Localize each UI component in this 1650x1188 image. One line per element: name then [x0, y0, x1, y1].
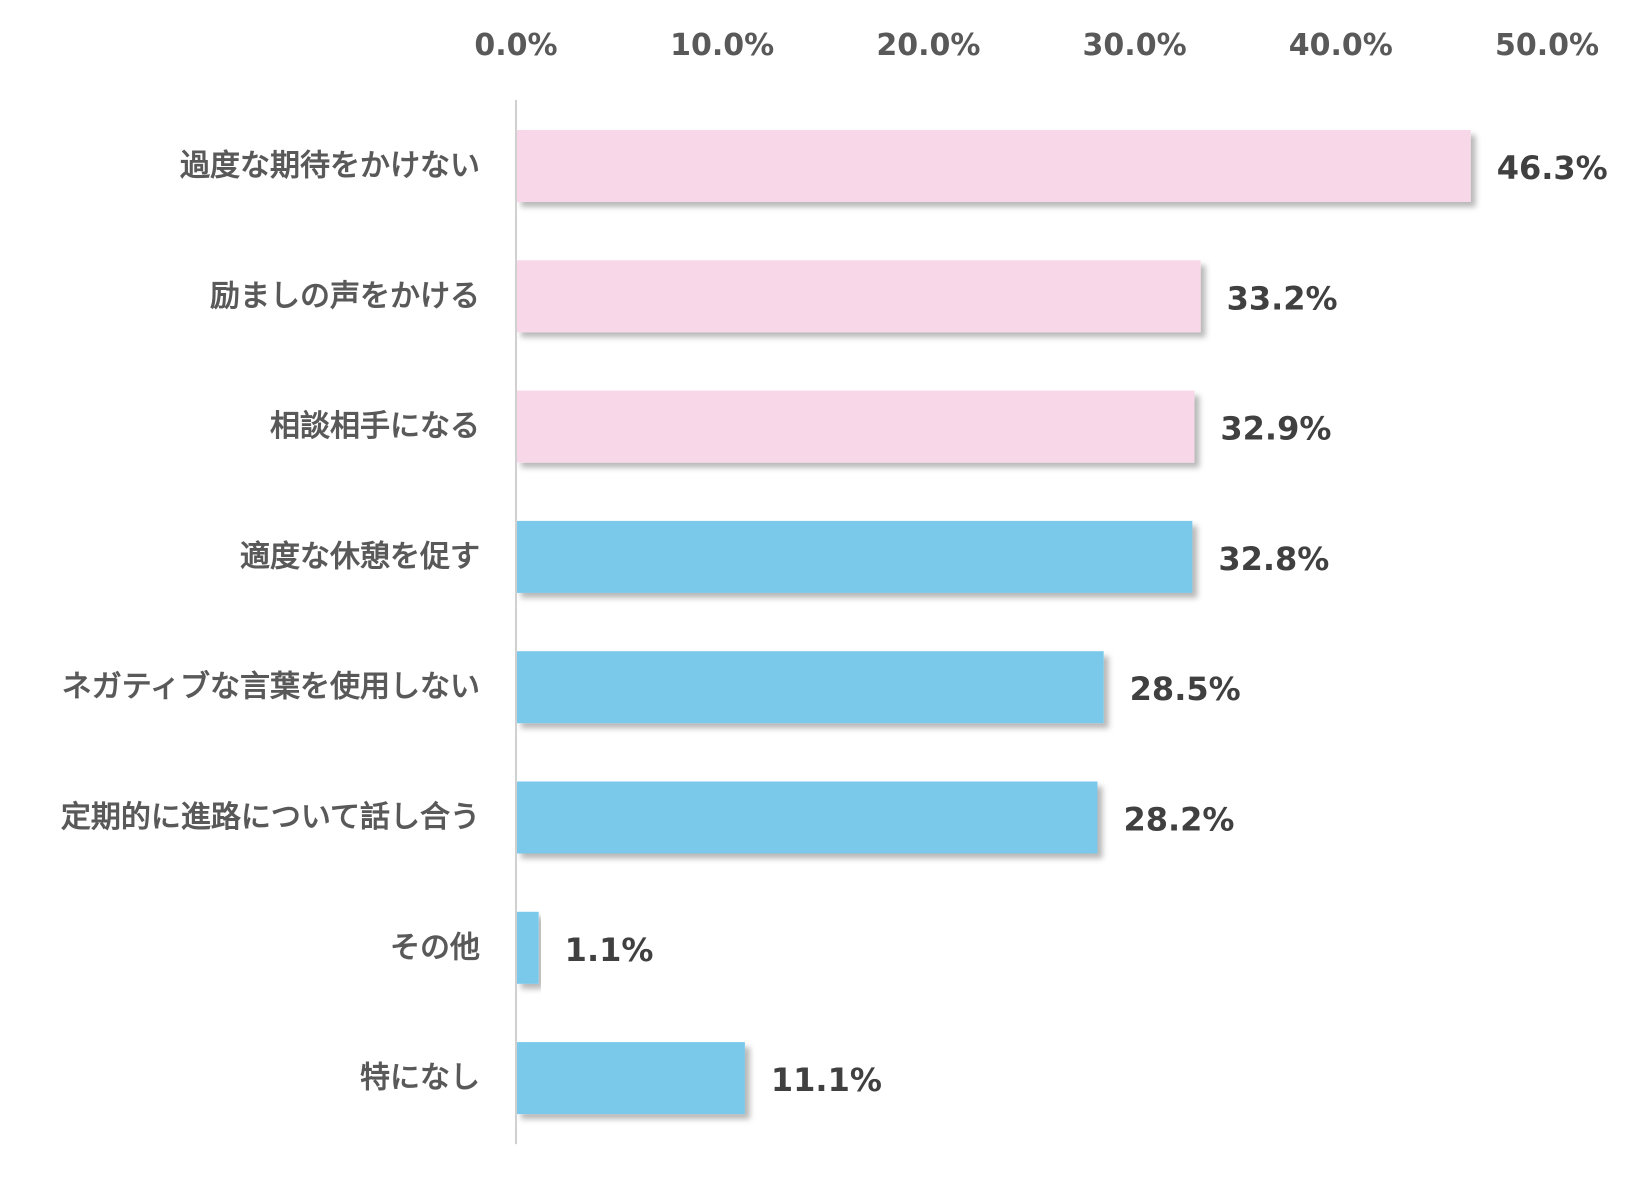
category-labels: 過度な期待をかけない励ましの声をかける相談相手になる適度な休憩を促すネガティブな…: [61, 149, 480, 1096]
bar: [516, 651, 1104, 724]
x-tick-label: 20.0%: [876, 28, 980, 63]
category-label: 過度な期待をかけない: [180, 149, 480, 184]
data-label: 28.2%: [1123, 801, 1234, 839]
bar: [516, 911, 539, 984]
category-label: 定期的に進路について話し合う: [61, 800, 480, 835]
x-tick-label: 0.0%: [474, 28, 557, 63]
category-label: 適度な休憩を促す: [240, 539, 480, 574]
bar: [516, 520, 1193, 593]
data-label: 33.2%: [1227, 279, 1338, 317]
bar: [516, 1042, 745, 1115]
data-label: 46.3%: [1497, 149, 1608, 187]
bars: [516, 130, 1471, 1115]
data-label: 11.1%: [771, 1061, 882, 1099]
bar: [516, 260, 1201, 333]
bar: [516, 390, 1195, 463]
x-axis-ticks: 0.0% 10.0% 20.0% 30.0% 40.0% 50.0%: [474, 28, 1599, 63]
x-tick-label: 50.0%: [1495, 28, 1599, 63]
category-label: ネガティブな言葉を使用しない: [62, 670, 480, 705]
bar: [516, 130, 1471, 202]
data-label: 1.1%: [565, 931, 654, 969]
x-tick-label: 30.0%: [1083, 28, 1187, 63]
x-tick-label: 10.0%: [670, 28, 774, 63]
category-label: その他: [390, 930, 480, 965]
category-label: 相談相手になる: [270, 409, 480, 444]
bar: [516, 781, 1098, 854]
x-tick-label: 40.0%: [1289, 28, 1393, 63]
data-label: 32.8%: [1218, 540, 1329, 578]
data-labels: 46.3% 33.2% 32.9% 32.8% 28.5% 28.2% 1.1% 11.1%: [565, 149, 1608, 1099]
category-label: 特になし: [360, 1061, 480, 1096]
category-label: 励ましの声をかける: [210, 279, 480, 314]
data-label: 28.5%: [1130, 670, 1241, 708]
data-label: 32.9%: [1220, 410, 1331, 448]
